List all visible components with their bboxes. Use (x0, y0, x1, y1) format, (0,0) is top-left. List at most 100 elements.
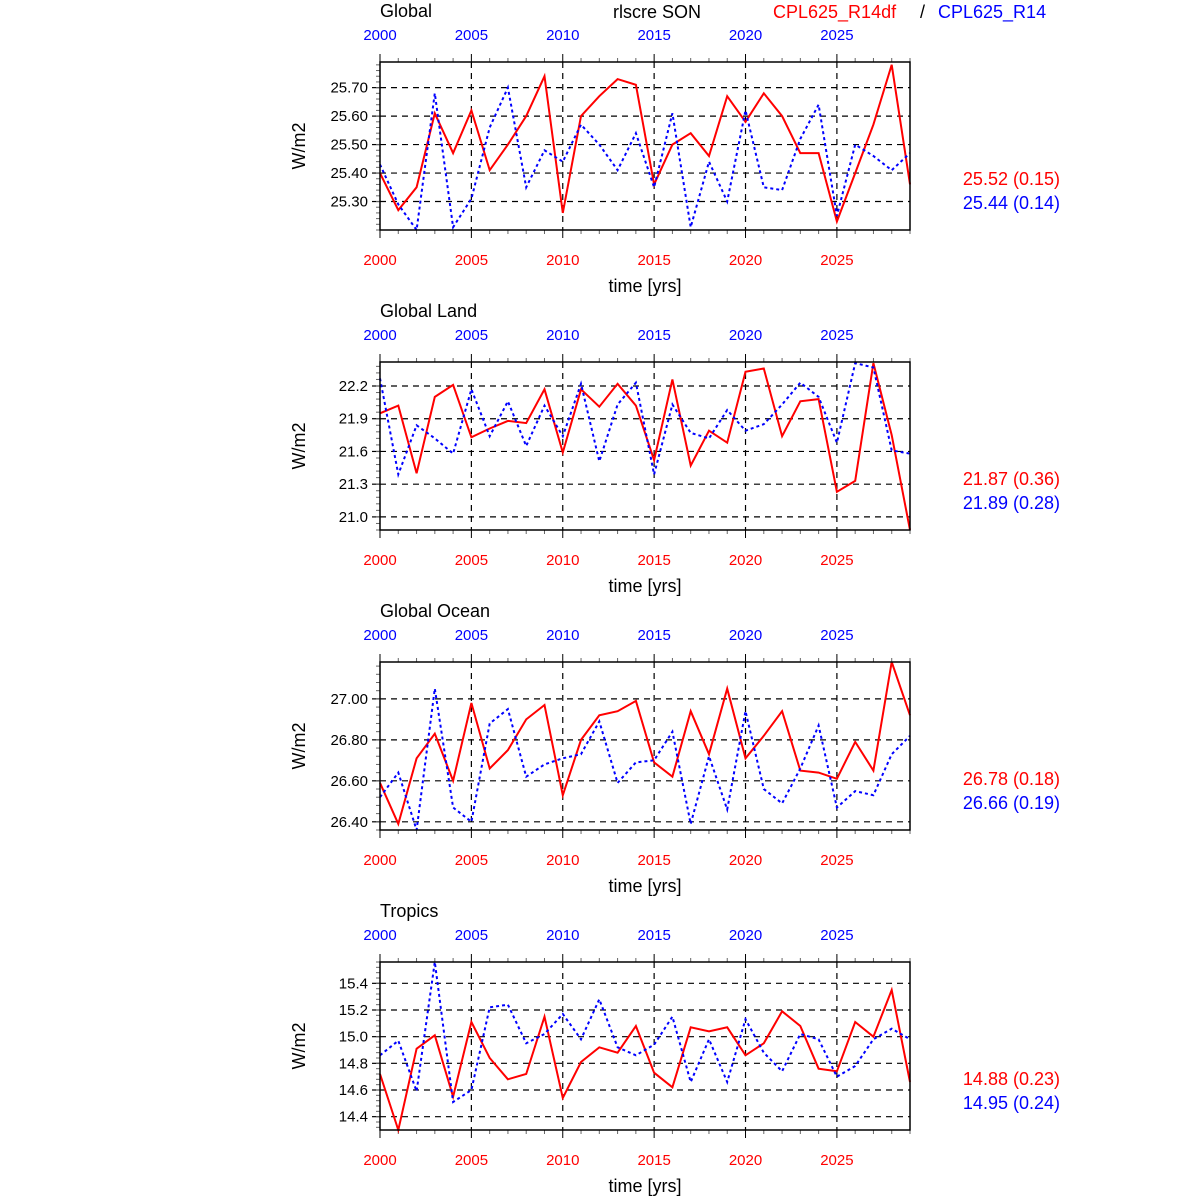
x-tick-label-bottom: 2015 (637, 852, 670, 869)
x-tick-label-bottom: 2010 (546, 552, 579, 569)
x-tick-label-top: 2000 (363, 327, 396, 344)
y-tick-label: 21.0 (339, 509, 368, 526)
x-tick-label-bottom: 2010 (546, 252, 579, 269)
panel-title: Global (380, 1, 432, 21)
series-line-model-b (379, 361, 911, 479)
panel-title: Tropics (380, 901, 438, 921)
y-tick-label: 14.8 (339, 1055, 368, 1072)
legend-separator: / (920, 2, 926, 22)
stats-model-b: 26.66 (0.19) (963, 793, 1060, 813)
x-tick-label-bottom: 2005 (455, 852, 488, 869)
x-tick-label-top: 2015 (637, 327, 670, 344)
plot-frame (379, 961, 911, 1131)
x-tick-label-top: 2005 (455, 327, 488, 344)
stats-model-a: 21.87 (0.36) (963, 469, 1060, 489)
x-tick-label-top: 2020 (729, 627, 762, 644)
y-tick-label: 21.6 (339, 443, 368, 460)
x-tick-label-top: 2005 (455, 927, 488, 944)
x-tick-label-bottom: 2020 (729, 1152, 762, 1169)
x-tick-label-bottom: 2025 (820, 552, 853, 569)
series-line-model-b (379, 688, 911, 831)
stats-model-b: 14.95 (0.24) (963, 1093, 1060, 1113)
x-tick-label-top: 2010 (546, 327, 579, 344)
y-tick-label: 26.80 (330, 732, 368, 749)
x-tick-label-bottom: 2005 (455, 552, 488, 569)
series-line-model-a (379, 986, 911, 1134)
plot-frame (379, 361, 911, 531)
panel-title: Global Land (380, 301, 477, 321)
x-axis-label: time [yrs] (608, 576, 681, 596)
y-tick-label: 21.9 (339, 411, 368, 428)
x-tick-label-bottom: 2015 (637, 1152, 670, 1169)
y-tick-label: 27.00 (330, 691, 368, 708)
x-tick-label-top: 2025 (820, 627, 853, 644)
x-tick-label-bottom: 2025 (820, 852, 853, 869)
x-tick-label-top: 2020 (729, 327, 762, 344)
y-axis-label: W/m2 (289, 423, 309, 470)
x-tick-label-top: 2000 (363, 927, 396, 944)
y-tick-label: 22.2 (339, 378, 368, 395)
y-tick-label: 25.40 (330, 165, 368, 182)
y-tick-label: 26.60 (330, 773, 368, 790)
x-tick-label-bottom: 2010 (546, 852, 579, 869)
x-tick-label-bottom: 2020 (729, 552, 762, 569)
x-tick-label-top: 2015 (637, 627, 670, 644)
x-tick-label-bottom: 2025 (820, 252, 853, 269)
panel-global: Global 25.30 25.40 25.50 25.60 25.70 2000 2000 2… (289, 1, 1060, 296)
stats-model-a: 14.88 (0.23) (963, 1069, 1060, 1089)
y-tick-label: 15.0 (339, 1029, 368, 1046)
y-tick-label: 25.30 (330, 194, 368, 211)
series-line-model-a (379, 64, 911, 225)
x-tick-label-top: 2005 (455, 27, 488, 44)
series-line-model-b (379, 961, 911, 1104)
x-tick-label-top: 2025 (820, 327, 853, 344)
legend-model-a: CPL625_R14df (773, 2, 897, 22)
y-tick-label: 15.4 (339, 975, 368, 992)
series-line-model-a (379, 661, 911, 827)
x-tick-label-bottom: 2000 (363, 1152, 396, 1169)
chart-variable-season: rlscre SON (613, 2, 702, 22)
x-tick-label-top: 2025 (820, 27, 853, 44)
y-tick-label: 15.2 (339, 1002, 368, 1019)
x-tick-label-bottom: 2000 (363, 252, 396, 269)
x-tick-label-top: 2010 (546, 627, 579, 644)
stats-model-a: 25.52 (0.15) (963, 169, 1060, 189)
panel-global-ocean: Global Ocean 26.40 26.60 26.80 27.00 2000 2000… (289, 601, 1060, 896)
y-tick-label: 25.60 (330, 108, 368, 125)
y-tick-label: 14.4 (339, 1109, 368, 1126)
stats-model-b: 25.44 (0.14) (963, 193, 1060, 213)
stats-model-b: 21.89 (0.28) (963, 493, 1060, 513)
x-tick-label-bottom: 2025 (820, 1152, 853, 1169)
x-tick-label-top: 2000 (363, 27, 396, 44)
plot-frame (379, 61, 911, 231)
y-tick-label: 14.6 (339, 1082, 368, 1099)
x-tick-label-bottom: 2000 (363, 552, 396, 569)
x-tick-label-bottom: 2015 (637, 252, 670, 269)
legend-model-b: CPL625_R14 (938, 2, 1047, 22)
stats-model-a: 26.78 (0.18) (963, 769, 1060, 789)
x-tick-label-top: 2000 (363, 627, 396, 644)
panel-title: Global Ocean (380, 601, 490, 621)
x-tick-label-bottom: 2015 (637, 552, 670, 569)
x-tick-label-bottom: 2010 (546, 1152, 579, 1169)
x-tick-label-top: 2015 (637, 27, 670, 44)
y-axis-label: W/m2 (289, 723, 309, 770)
series-line-model-b (379, 84, 911, 233)
series-line-model-a (379, 362, 911, 531)
x-axis-label: time [yrs] (608, 876, 681, 896)
x-tick-label-top: 2020 (729, 27, 762, 44)
x-tick-label-top: 2015 (637, 927, 670, 944)
y-tick-label: 21.3 (339, 476, 368, 493)
y-axis-label: W/m2 (289, 1023, 309, 1070)
x-tick-label-top: 2010 (546, 927, 579, 944)
y-axis-label: W/m2 (289, 123, 309, 170)
x-tick-label-top: 2010 (546, 27, 579, 44)
x-tick-label-bottom: 2000 (363, 852, 396, 869)
plot-frame (379, 661, 911, 831)
x-tick-label-bottom: 2005 (455, 1152, 488, 1169)
x-tick-label-bottom: 2020 (729, 252, 762, 269)
panel-global-land: Global Land 21.0 21.3 21.6 21.9 22.2 2000 2000 2… (289, 301, 1060, 596)
panel-tropics: Tropics 14.4 14.6 14.8 15.0 15.2 15.4 2000 2000 2… (289, 901, 1060, 1196)
y-tick-label: 25.70 (330, 80, 368, 97)
